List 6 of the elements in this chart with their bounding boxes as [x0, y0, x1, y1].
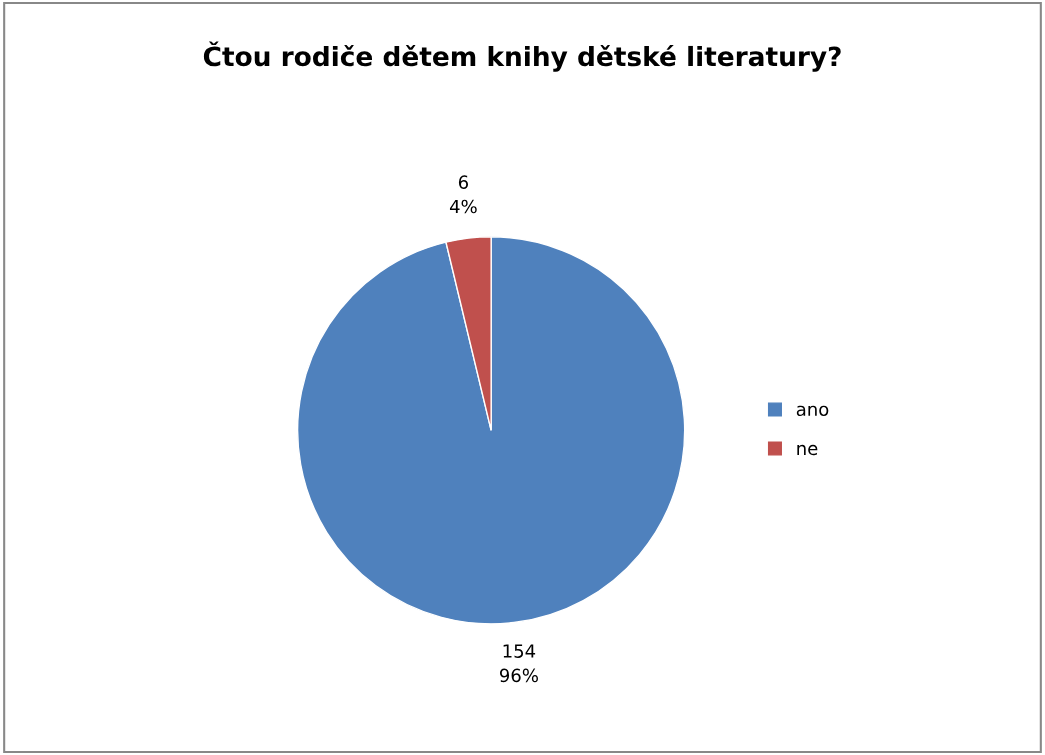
- pie-slice: [296, 236, 686, 625]
- data-label: 154 96%: [499, 644, 538, 683]
- legend-label: ne: [797, 444, 818, 456]
- data-label: 6 4%: [449, 175, 477, 214]
- legend-label: ano: [796, 405, 829, 417]
- chart-title: Čtou rodiče dětem knihy dětské literatury?: [203, 41, 841, 72]
